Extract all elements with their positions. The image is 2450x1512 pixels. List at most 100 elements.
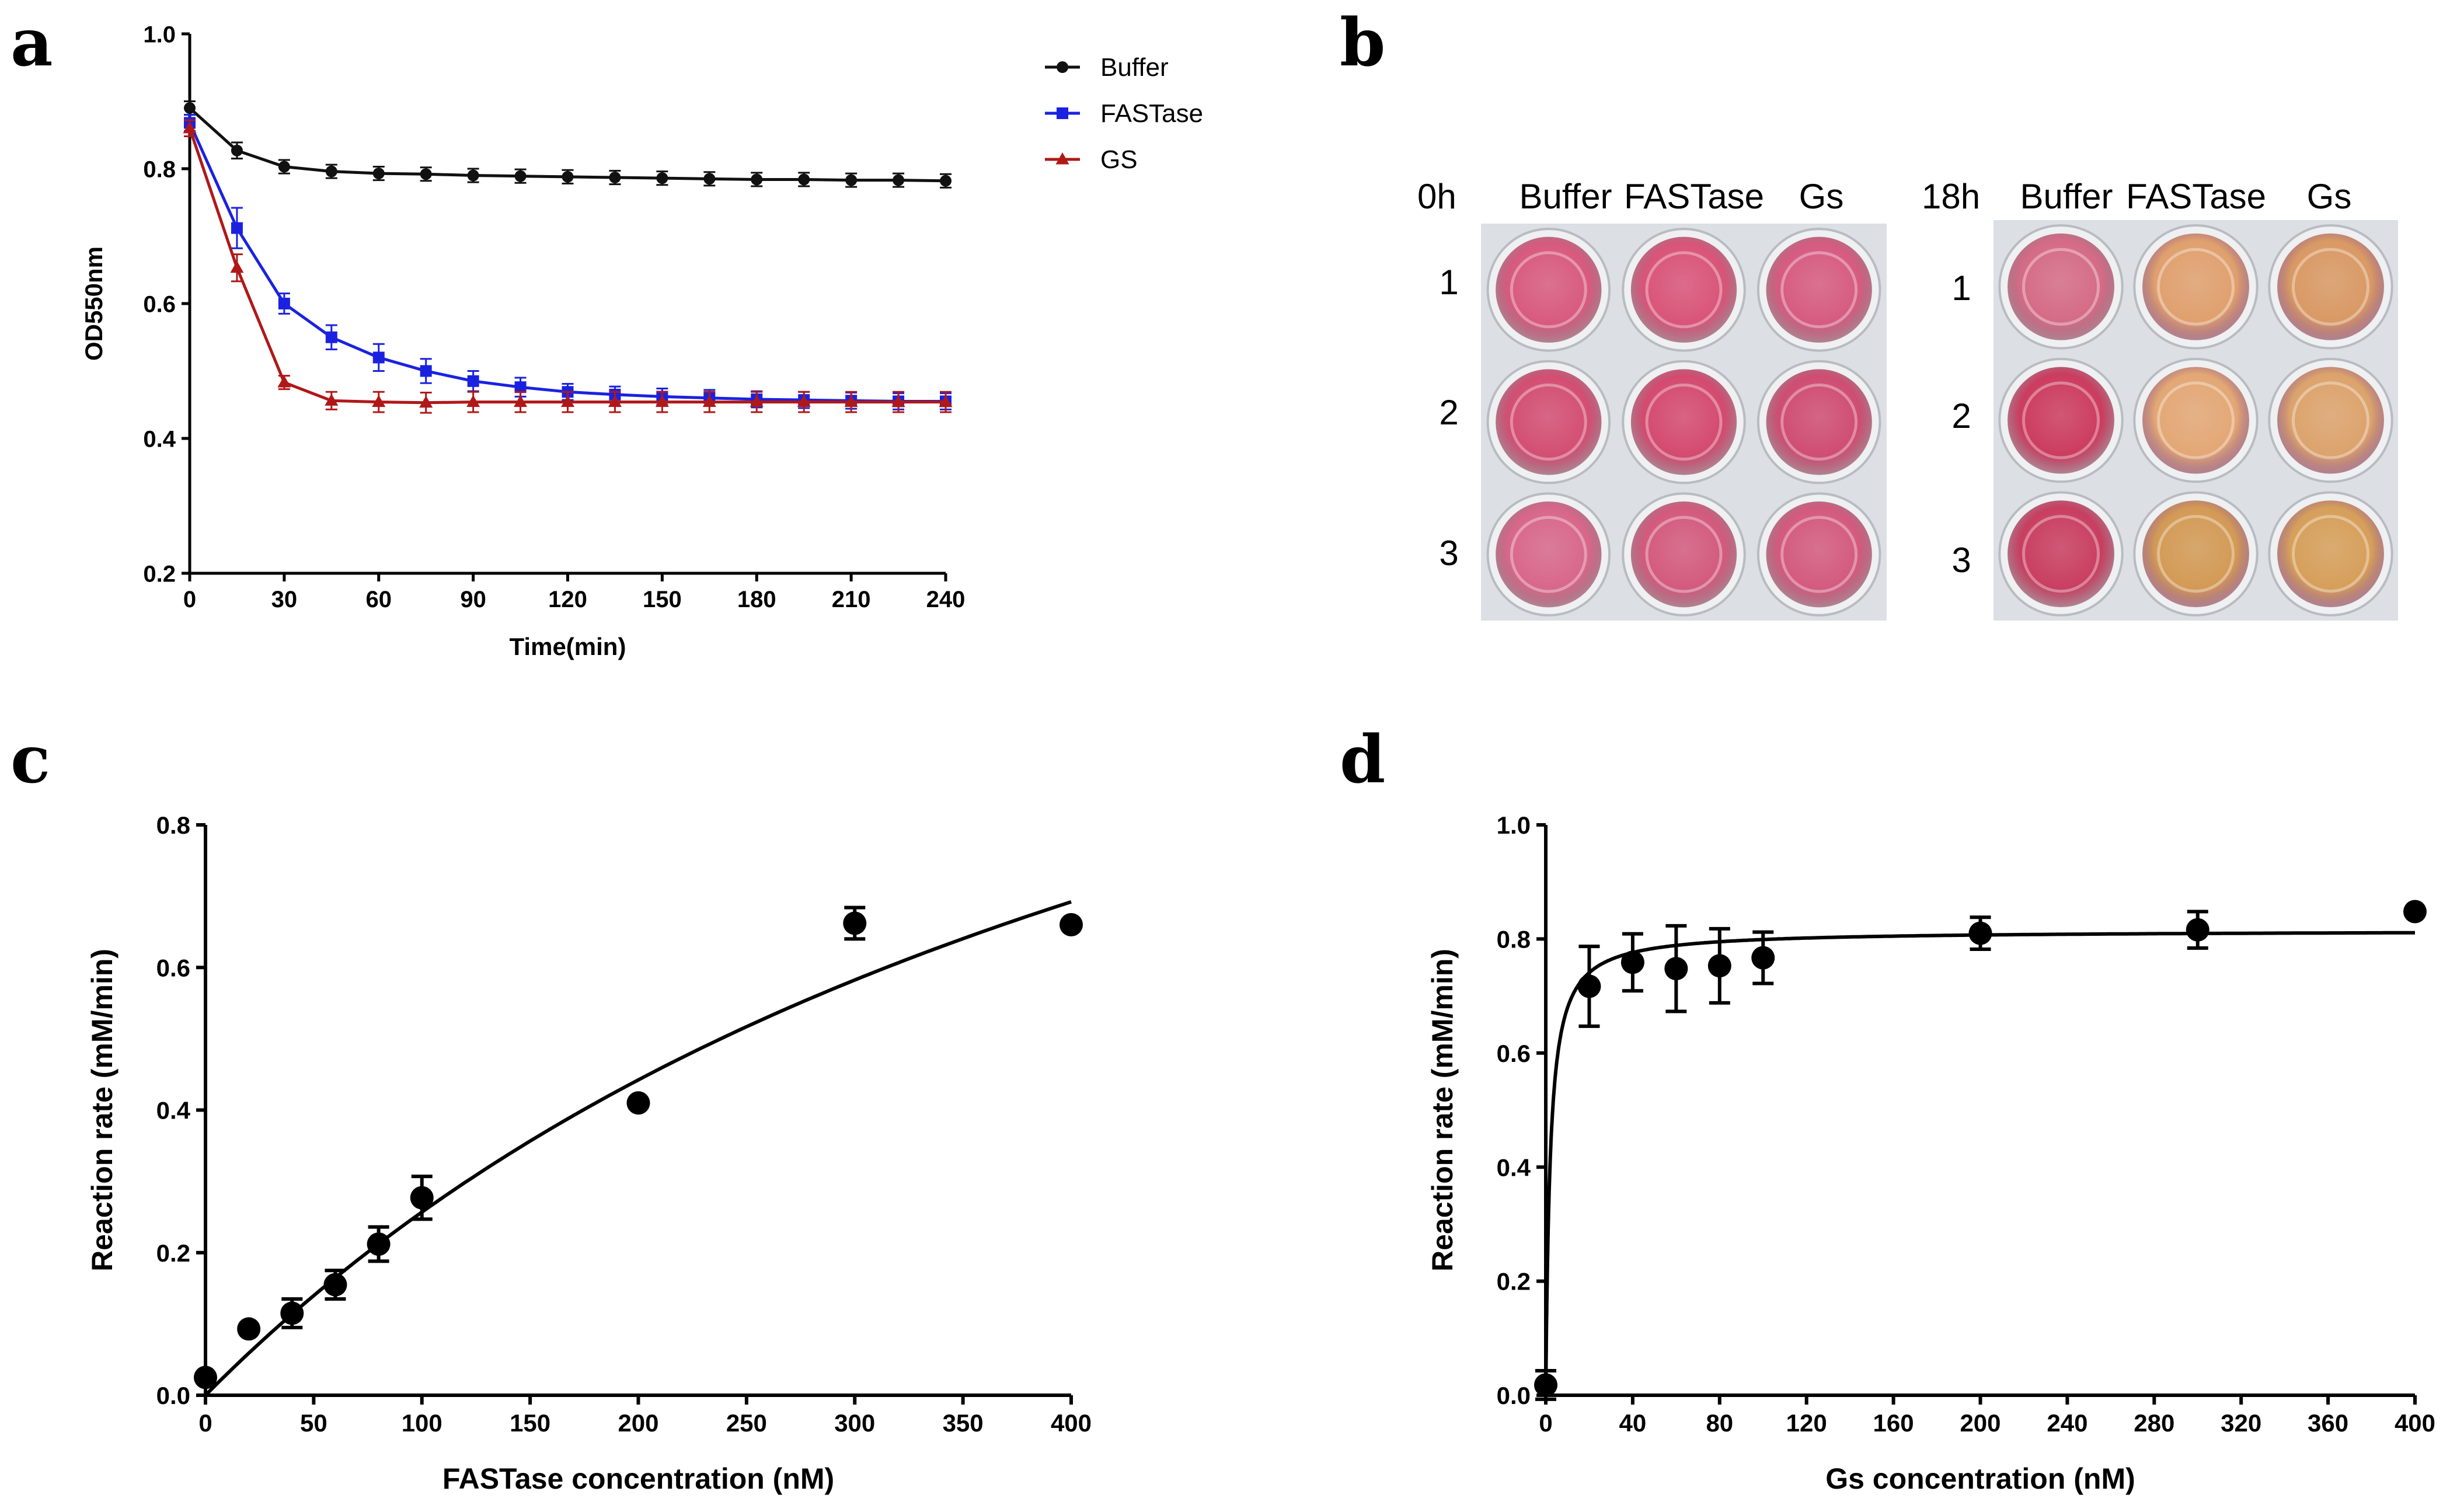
point-buffer [609, 172, 621, 184]
x-axis-title: Gs concentration (nM) [1825, 1462, 2135, 1495]
panel-letter-c: c [11, 722, 50, 798]
point-buffer [940, 175, 952, 187]
x-tick-label: 240 [2047, 1409, 2087, 1437]
x-tick-label: 180 [737, 587, 776, 612]
well-reflection [1645, 251, 1723, 329]
data-point [1534, 1373, 1557, 1397]
data-point [2186, 918, 2209, 942]
plate-left-col-label: FASTase [1624, 177, 1764, 216]
well [1766, 236, 1872, 343]
point-gs [702, 395, 716, 407]
point-buffer [420, 168, 432, 180]
x-tick-label: 150 [510, 1409, 550, 1437]
well-reflection [2291, 381, 2370, 459]
x-tick-label: 280 [2134, 1409, 2174, 1437]
legend-marker-buffer [1057, 61, 1068, 73]
x-tick-label: 210 [832, 587, 871, 612]
well [2008, 233, 2114, 340]
point-gs [514, 395, 528, 407]
well [2008, 500, 2114, 608]
legend-marker-gs [1055, 152, 1069, 165]
y-tick-label: 0.4 [143, 426, 176, 452]
x-axis-title: Time(min) [510, 633, 626, 660]
x-tick-label: 120 [548, 587, 587, 612]
x-tick-label: 150 [643, 587, 682, 612]
well-reflection [1780, 384, 1858, 461]
chart-d-gs-kinetics: 0 40 80 120 160 200 240 280 320 360 400 0.0 0.2 0.4 0.… [1426, 811, 2435, 1495]
x-tick-label: 360 [2308, 1409, 2348, 1437]
well [1766, 501, 1872, 608]
y-tick-label: 0.4 [156, 1097, 191, 1124]
point-buffer [231, 144, 243, 156]
y-tick-label: 0.6 [1497, 1040, 1531, 1067]
legend-label-fastase: FASTase [1100, 99, 1203, 128]
x-axis-title: FASTase concentration (nM) [442, 1462, 834, 1495]
data-point [2403, 900, 2427, 924]
x-tick-label: 240 [926, 587, 966, 612]
point-fastase [231, 222, 243, 234]
y-tick-label: 0.6 [156, 954, 190, 981]
point-fastase [420, 365, 432, 377]
well [1630, 236, 1737, 343]
point-buffer [372, 168, 385, 180]
plate-left-col-label: Gs [1799, 177, 1844, 216]
well [2142, 500, 2249, 608]
x-tick-label: 80 [1706, 1409, 1733, 1437]
data-point [626, 1091, 650, 1115]
point-buffer [798, 173, 810, 186]
well-reflection [2022, 248, 2100, 326]
well [1496, 236, 1602, 343]
x-tick-label: 400 [2395, 1409, 2435, 1437]
well [2277, 367, 2384, 474]
well-reflection [2291, 248, 2370, 326]
legend-label-gs: GS [1100, 145, 1138, 174]
y-tick-label: 0.4 [1497, 1154, 1531, 1181]
point-buffer [845, 174, 858, 186]
chart-c-axes: 0 50 100 150 200 250 300 350 400 0.0 0.2 0.4 0.6 0.8 F… [86, 811, 1092, 1495]
plate-right-col-label: Gs [2307, 177, 2352, 216]
point-gs [797, 395, 811, 407]
point-fastase [325, 331, 337, 343]
point-gs [608, 395, 622, 407]
y-tick-label: 0.6 [143, 291, 176, 317]
x-tick-label: 40 [1619, 1409, 1647, 1437]
point-fastase [514, 381, 527, 393]
plate-left-col-label: Buffer [1520, 177, 1612, 216]
well-reflection [1645, 515, 1723, 593]
y-tick-label: 1.0 [143, 22, 176, 47]
x-tick-label: 200 [1960, 1409, 2001, 1437]
well-reflection [2156, 381, 2235, 459]
point-buffer [656, 172, 668, 184]
well [1630, 369, 1737, 475]
well-reflection [2156, 515, 2235, 593]
chart-c-fastase-kinetics: 0 50 100 150 200 250 300 350 400 0.0 0.2 0.4 0.6 0.8 F… [86, 811, 1092, 1495]
point-buffer [562, 170, 574, 183]
well-reflection [2156, 248, 2235, 326]
plate-right-time-label: 18h [1922, 177, 1980, 216]
well-reflection [2022, 381, 2100, 459]
chart-d-marks [1534, 900, 2427, 1401]
panel-letter-b: b [1340, 5, 1385, 81]
x-tick-label: 320 [2221, 1409, 2261, 1437]
legend-marker-fastase [1057, 107, 1068, 119]
chart-a-od-time: 0 30 60 90 120 150 180 210 240 0.2 0.4 0.6 0.8 1.0 Tim… [80, 22, 1203, 660]
data-point [194, 1365, 217, 1389]
x-tick-label: 60 [366, 587, 392, 612]
well-reflection [2291, 515, 2370, 593]
y-tick-label: 0.8 [156, 811, 190, 839]
plate-left-time-label: 0h [1417, 177, 1456, 216]
x-tick-label: 0 [1539, 1409, 1552, 1437]
point-buffer [325, 165, 337, 177]
y-axis-title: Reaction rate (mM/min) [86, 949, 119, 1271]
point-fastase [467, 375, 479, 387]
well [1496, 369, 1602, 475]
plate-left-row-label: 3 [1439, 534, 1458, 573]
point-buffer [893, 174, 905, 186]
y-tick-label: 0.2 [1497, 1268, 1531, 1295]
point-buffer [278, 161, 290, 173]
data-point [1060, 912, 1083, 936]
y-axis-title: Reaction rate (mM/min) [1426, 949, 1459, 1271]
point-gs [655, 395, 669, 407]
well [2277, 500, 2384, 608]
